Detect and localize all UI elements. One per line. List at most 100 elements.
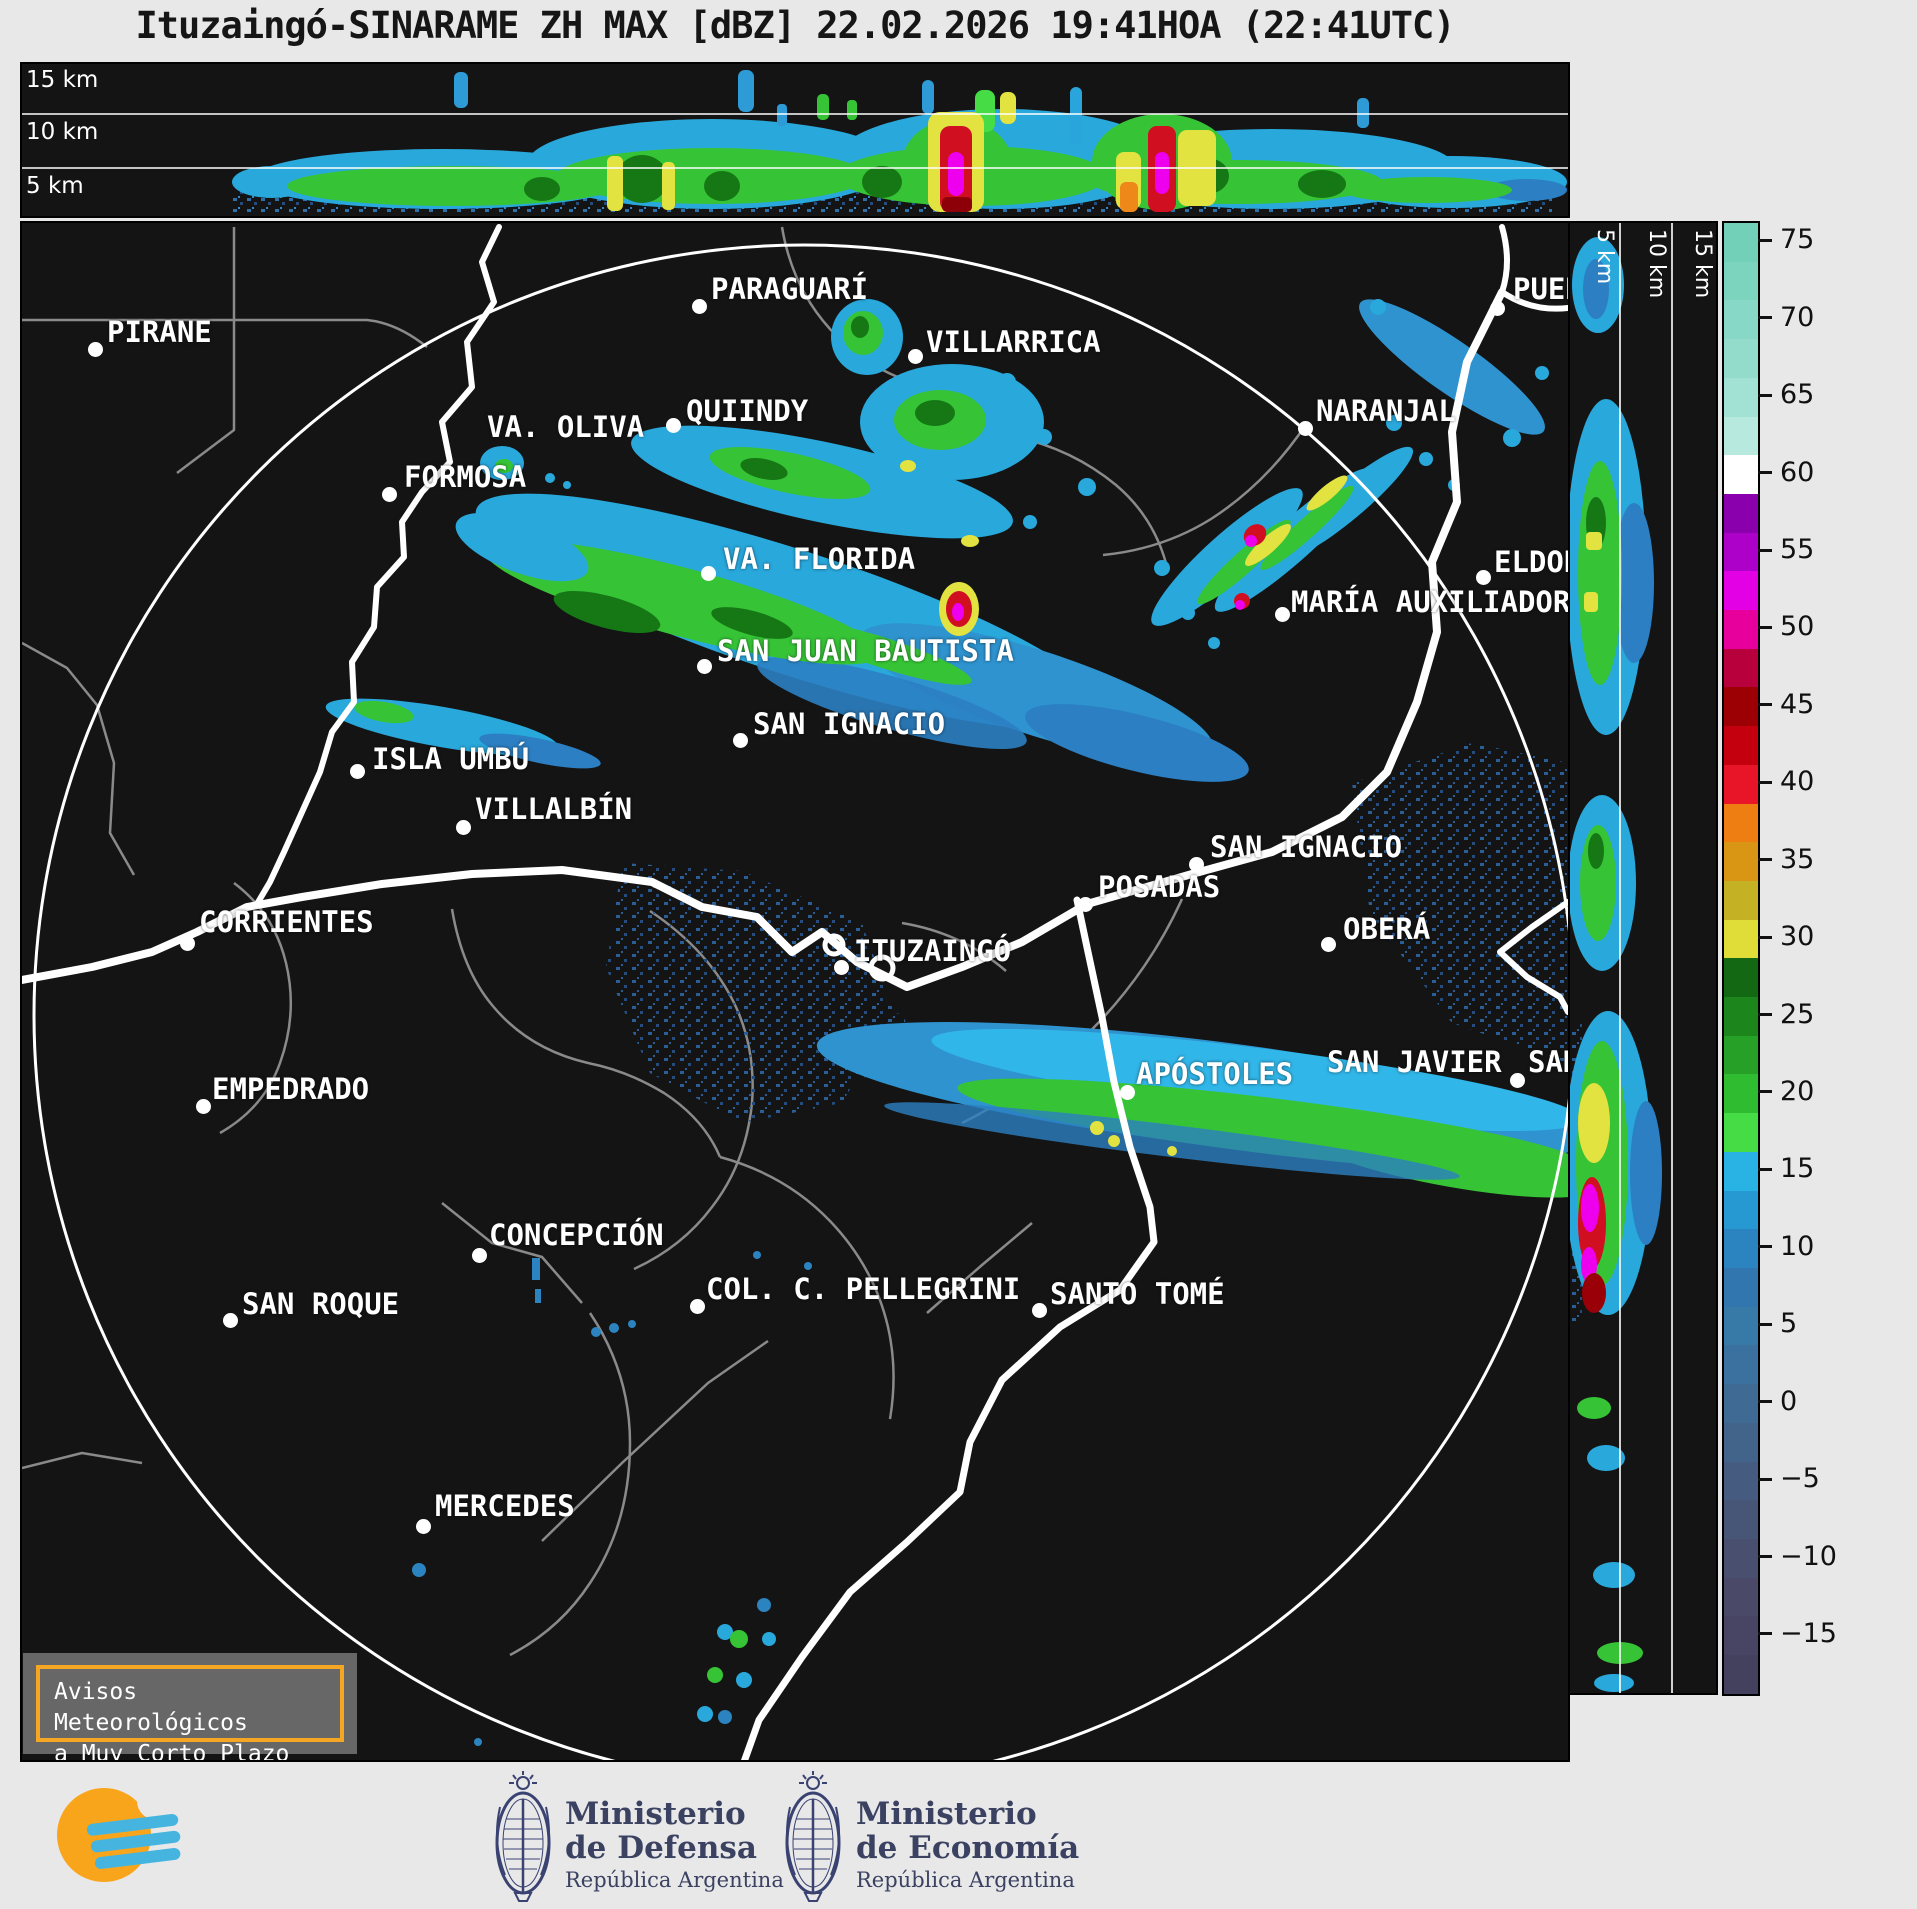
defensa-line1: Ministerio <box>565 1797 784 1831</box>
colorbar-tick-mark <box>1758 394 1772 397</box>
colorbar-tick-label: 20 <box>1780 1076 1814 1107</box>
colorbar-tick-mark <box>1758 1555 1772 1558</box>
colorbar-tick-mark <box>1758 936 1772 939</box>
colorbar-segment <box>1724 649 1758 688</box>
right-cross-section-plot <box>1570 223 1714 1693</box>
colorbar-segment <box>1724 455 1758 494</box>
colorbar-tick-mark <box>1758 1478 1772 1481</box>
economia-text: Ministerio de Economía República Argenti… <box>856 1797 1079 1895</box>
defensa-crest-icon <box>492 1771 554 1903</box>
dbz-colorbar-ticks: 757065605550454035302520151050−5−10−15 <box>1758 221 1868 1696</box>
colorbar-segment <box>1724 1268 1758 1307</box>
defensa-line3: República Argentina <box>565 1865 784 1895</box>
colorbar-tick-mark <box>1758 549 1772 552</box>
colorbar-segment <box>1724 1616 1758 1655</box>
colorbar-tick-label: −5 <box>1780 1463 1820 1494</box>
colorbar-tick-mark <box>1758 626 1772 629</box>
colorbar-segment <box>1724 1229 1758 1268</box>
city-label: SAN <box>1528 1045 1570 1079</box>
colorbar-segment <box>1724 533 1758 572</box>
colorbar-tick-mark <box>1758 1245 1772 1248</box>
city-dot <box>692 299 707 314</box>
colorbar-segment <box>1724 1345 1758 1384</box>
defensa-text: Ministerio de Defensa República Argentin… <box>565 1797 784 1895</box>
city-dot <box>382 487 397 502</box>
city-dot <box>88 342 103 357</box>
city-dot <box>690 1299 705 1314</box>
city-label: VILLARRICA <box>926 325 1101 359</box>
colorbar-tick-mark <box>1758 239 1772 242</box>
city-dot <box>180 936 195 951</box>
colorbar-segment <box>1724 687 1758 726</box>
city-dot <box>666 418 681 433</box>
colorbar-tick-mark <box>1758 858 1772 861</box>
colorbar-tick-mark <box>1758 703 1772 706</box>
city-dot <box>1032 1303 1047 1318</box>
colorbar-segment <box>1724 881 1758 920</box>
weather-warning-border: Avisos Meteorológicos a Muy Corto Plazo <box>36 1665 344 1742</box>
right-echo-field <box>1570 237 1662 1692</box>
city-label: SAN JAVIER <box>1327 1045 1502 1079</box>
city-label: FORMOSA <box>404 460 526 494</box>
warning-line-1: Avisos Meteorológicos <box>54 1677 340 1739</box>
dbz-colorbar <box>1722 221 1760 1696</box>
colorbar-tick-label: 70 <box>1780 302 1814 333</box>
city-dot <box>1321 937 1336 952</box>
economia-line1: Ministerio <box>856 1797 1079 1831</box>
radar-display: Ituzaingó-SINARAME ZH MAX [dBZ] 22.02.20… <box>0 0 1917 1909</box>
economia-crest-icon <box>782 1771 844 1903</box>
colorbar-segment <box>1724 958 1758 997</box>
colorbar-segment <box>1724 1036 1758 1075</box>
colorbar-tick-label: −10 <box>1780 1541 1837 1572</box>
colorbar-tick-mark <box>1758 781 1772 784</box>
top-echo-field <box>232 70 1567 212</box>
city-label: COL. C. PELLEGRINI <box>706 1272 1020 1306</box>
colorbar-tick-label: 40 <box>1780 766 1814 797</box>
colorbar-segment <box>1724 997 1758 1036</box>
colorbar-tick-label: 5 <box>1780 1308 1797 1339</box>
city-label: PARAGUARÍ <box>711 272 868 306</box>
colorbar-tick-label: 65 <box>1780 379 1814 410</box>
colorbar-segment <box>1724 1384 1758 1423</box>
colorbar-tick-mark <box>1758 1090 1772 1093</box>
top-cross-section-panel: 15 km 10 km 5 km <box>20 62 1570 218</box>
city-dot <box>697 659 712 674</box>
city-dot <box>196 1099 211 1114</box>
city-label: APÓSTOLES <box>1136 1057 1293 1091</box>
footer: Servicio Meteorológico Nacional Argentin… <box>0 1763 1917 1909</box>
colorbar-tick-mark <box>1758 471 1772 474</box>
city-dot <box>1275 607 1290 622</box>
city-label: VILLALBÍN <box>475 792 632 826</box>
colorbar-tick-label: 10 <box>1780 1231 1814 1262</box>
city-label: ELDOR <box>1494 545 1570 579</box>
city-label: SAN JUAN BAUTISTA <box>717 634 1014 668</box>
defensa-line2: de Defensa <box>565 1831 784 1865</box>
river-paraguay <box>257 227 499 904</box>
colorbar-tick-mark <box>1758 316 1772 319</box>
city-label: VA. OLIVA <box>487 410 644 444</box>
colorbar-tick-label: 25 <box>1780 999 1814 1030</box>
colorbar-segment <box>1724 842 1758 881</box>
city-label: POSADAS <box>1098 870 1220 904</box>
city-label: VA. FLORIDA <box>723 542 915 576</box>
city-dot <box>472 1248 487 1263</box>
colorbar-segment <box>1724 1307 1758 1346</box>
city-dot <box>456 820 471 835</box>
warning-line-2: a Muy Corto Plazo <box>54 1739 340 1762</box>
economia-line3: República Argentina <box>856 1865 1079 1895</box>
city-label: MERCEDES <box>435 1489 575 1523</box>
colorbar-segment <box>1724 1113 1758 1152</box>
colorbar-segment <box>1724 417 1758 456</box>
colorbar-segment <box>1724 1500 1758 1539</box>
misiones-speckle <box>1352 743 1568 1063</box>
city-label: PUER <box>1513 272 1570 306</box>
city-label: ISLA UMBÚ <box>372 742 529 776</box>
colorbar-tick-mark <box>1758 1168 1772 1171</box>
city-dot <box>834 960 849 975</box>
city-dot <box>350 764 365 779</box>
city-label: QUIINDY <box>686 394 808 428</box>
city-label: MARÍA AUXILIADOR <box>1291 585 1570 619</box>
city-label: SAN IGNACIO <box>753 707 945 741</box>
colorbar-segment <box>1724 1074 1758 1113</box>
weather-warning-box[interactable]: Avisos Meteorológicos a Muy Corto Plazo <box>23 1653 357 1754</box>
